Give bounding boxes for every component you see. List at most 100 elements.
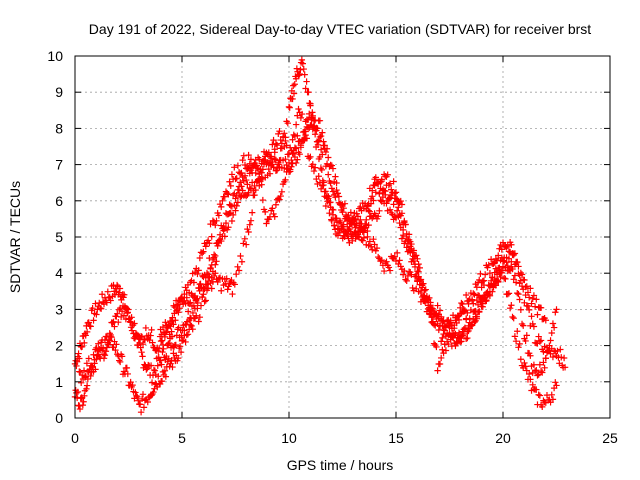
x-tick-label: 10 [281, 430, 297, 446]
data-point [243, 176, 250, 184]
data-point [432, 322, 439, 329]
data-point [246, 160, 253, 167]
data-point [143, 366, 150, 373]
data-point [470, 300, 477, 307]
data-point [231, 281, 238, 288]
data-point [76, 355, 83, 362]
data-point [408, 271, 415, 278]
data-point [232, 175, 239, 183]
data-point [533, 367, 540, 374]
data-point [346, 225, 353, 233]
data-point [392, 195, 400, 202]
data-point [218, 203, 225, 211]
data-point [89, 364, 96, 371]
data-point [73, 362, 80, 370]
data-point [318, 166, 326, 174]
data-point [106, 337, 113, 344]
data-point [75, 350, 82, 357]
data-point [190, 279, 198, 286]
data-point [116, 285, 124, 292]
y-tick-label: 4 [55, 265, 63, 281]
data-point [79, 401, 87, 409]
data-point [155, 345, 163, 352]
data-point [306, 154, 313, 162]
data-point [317, 185, 325, 193]
data-point [129, 381, 136, 389]
data-point [116, 357, 123, 364]
data-point [104, 288, 112, 295]
data-point [365, 221, 372, 229]
data-point [468, 296, 476, 303]
data-point [374, 180, 382, 188]
data-point [307, 153, 314, 161]
data-point [328, 162, 335, 169]
data-point [223, 189, 231, 197]
data-point [486, 288, 494, 295]
data-point [534, 311, 541, 318]
data-point [243, 192, 250, 200]
data-point [439, 346, 446, 353]
data-point [457, 304, 464, 312]
data-point [354, 213, 362, 220]
data-point [389, 189, 396, 196]
data-point [298, 110, 306, 118]
data-point [537, 304, 545, 311]
data-point [305, 88, 312, 96]
axis-ticks [74, 55, 611, 419]
data-point [348, 221, 356, 228]
data-point [516, 296, 523, 303]
data-point [390, 178, 397, 185]
data-point [452, 330, 459, 338]
data-point [370, 235, 377, 243]
data-point [138, 348, 145, 356]
data-point [509, 313, 516, 321]
data-point [360, 234, 368, 242]
data-point [248, 209, 256, 216]
data-point [197, 302, 205, 309]
data-point [181, 290, 188, 298]
data-point [158, 377, 166, 385]
data-point [335, 193, 343, 200]
data-point [401, 267, 408, 275]
data-point [270, 136, 277, 144]
data-point [311, 164, 319, 171]
x-tick-label: 20 [495, 430, 511, 446]
y-tick-label: 5 [55, 229, 63, 245]
data-point [434, 367, 441, 374]
data-point [81, 339, 88, 347]
data-point [95, 340, 102, 347]
data-point [399, 271, 407, 278]
data-point [384, 171, 391, 178]
data-point [265, 149, 272, 156]
data-point [336, 217, 344, 225]
data-point [330, 222, 338, 229]
data-point [241, 172, 249, 179]
data-point [117, 313, 125, 321]
data-point [295, 72, 303, 79]
data-point [536, 361, 544, 368]
data-point [228, 171, 236, 178]
data-point [282, 155, 289, 163]
data-point [85, 319, 92, 326]
data-point [238, 169, 245, 177]
data-point [80, 398, 87, 405]
data-point [385, 264, 393, 271]
data-point [393, 207, 401, 214]
data-point [228, 217, 236, 225]
data-point [436, 307, 444, 314]
data-point [116, 358, 124, 366]
data-point [258, 169, 265, 176]
data-point [398, 210, 406, 217]
data-point [382, 187, 389, 195]
data-point [374, 213, 382, 220]
data-point [296, 70, 303, 78]
data-point [202, 297, 209, 304]
data-point [111, 323, 118, 330]
data-point [99, 344, 107, 352]
data-point [380, 267, 388, 275]
data-point [414, 277, 421, 284]
data-point [199, 249, 206, 257]
data-point [220, 227, 227, 234]
data-point [414, 267, 421, 275]
data-point [190, 302, 198, 309]
